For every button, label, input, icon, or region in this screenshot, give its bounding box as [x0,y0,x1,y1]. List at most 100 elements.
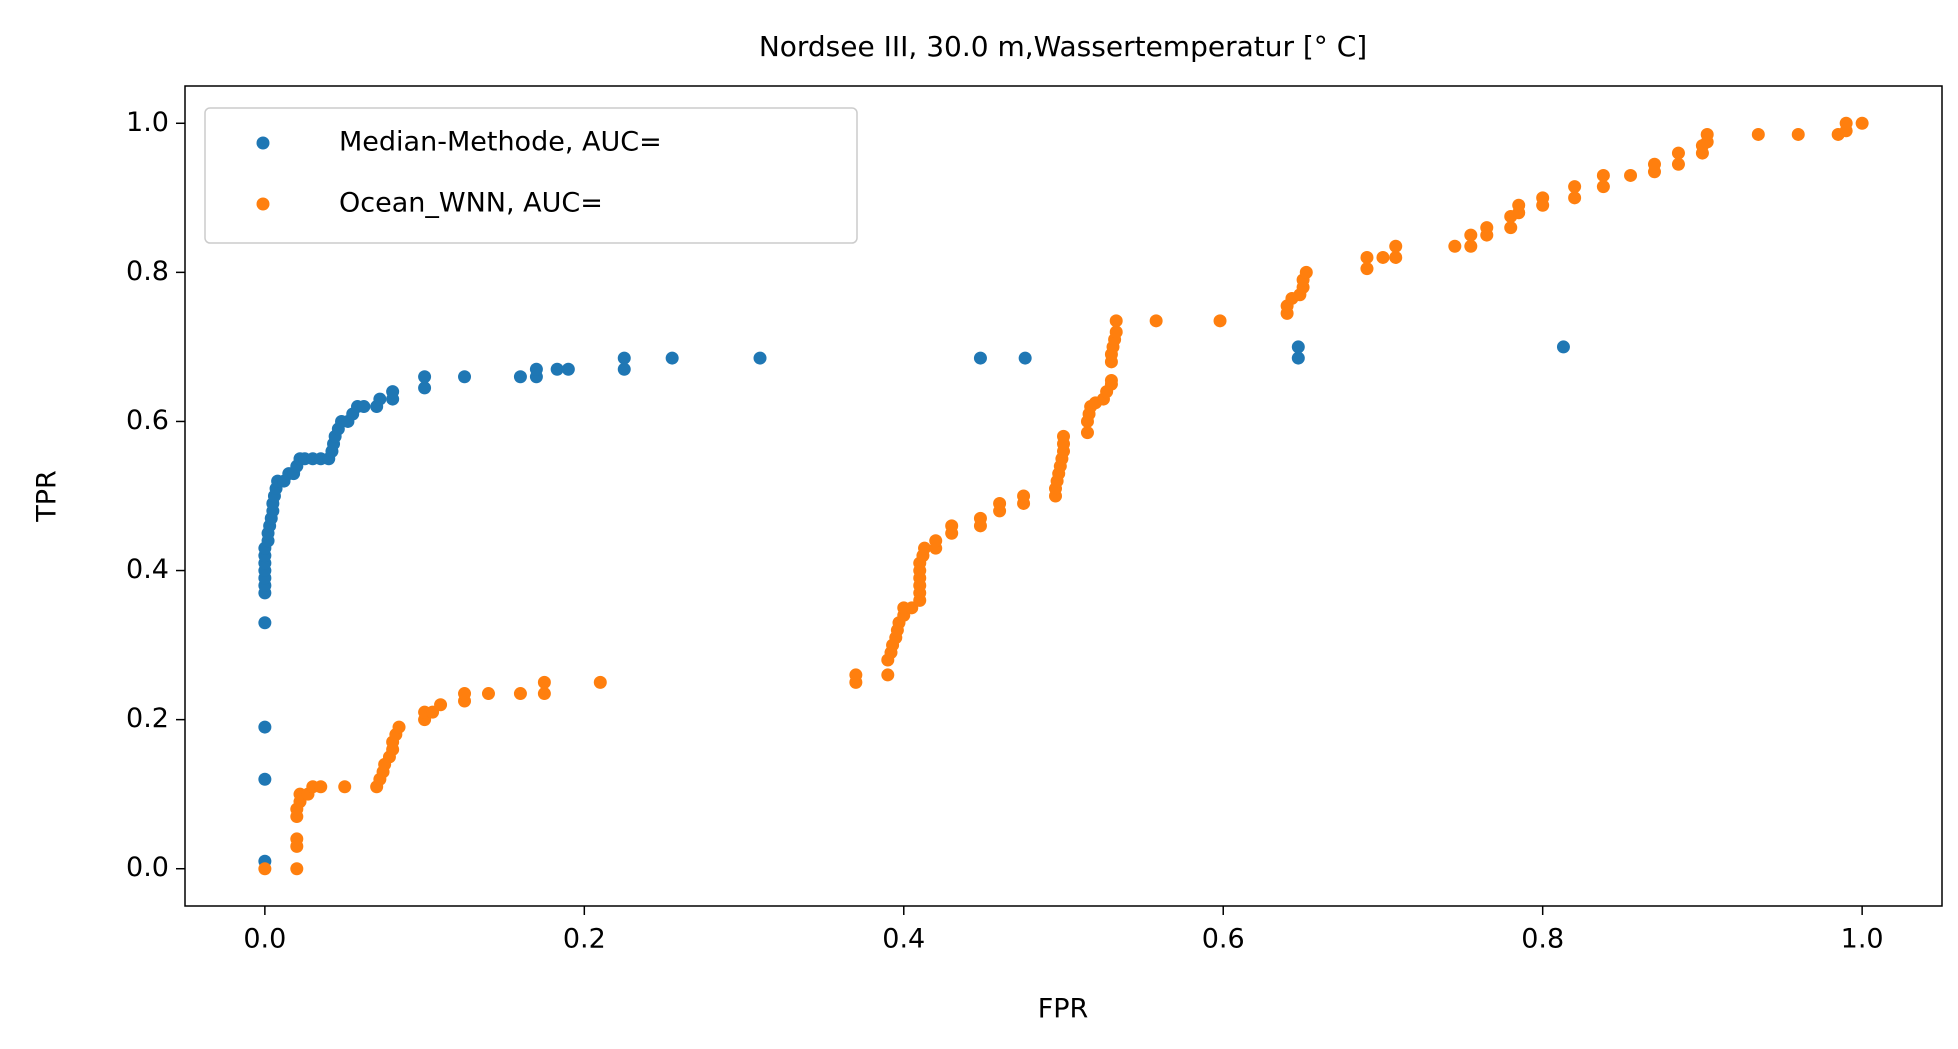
point [1504,221,1518,235]
x-tick-label: 0.8 [1521,924,1564,955]
point [1389,239,1403,253]
point [418,370,432,384]
y-tick-label: 0.0 [126,852,169,883]
point [290,832,304,846]
y-tick-label: 1.0 [126,107,169,138]
point [258,772,272,786]
point [665,351,679,365]
point [392,720,406,734]
y-tick-label: 0.6 [126,405,169,436]
x-tick-label: 0.4 [882,924,925,955]
point [434,698,448,712]
point [258,720,272,734]
point [1291,340,1305,354]
series [258,116,1869,876]
point [537,675,551,689]
point [1109,325,1123,339]
point [537,687,551,701]
x-axis-label: FPR [1038,994,1089,1025]
legend-label: Ocean_WNN, AUC= [339,188,603,219]
x-tick-label: 0.6 [1202,924,1245,955]
point [1018,351,1032,365]
point [1512,198,1526,212]
point [1389,250,1403,264]
legend-marker [256,197,270,211]
x-tick-label: 0.0 [243,924,286,955]
point [1671,157,1685,171]
point [1448,239,1462,253]
point [561,362,575,376]
point [1556,340,1570,354]
y-tick-label: 0.2 [126,703,169,734]
point [314,780,328,794]
point [993,496,1007,510]
point [617,351,631,365]
legend: Median-Methode, AUC= Ocean_WNN, AUC= [204,107,858,244]
point [1855,116,1869,130]
point [1360,262,1374,276]
point [1360,250,1374,264]
point [1624,168,1638,182]
point [513,687,527,701]
point [617,362,631,376]
point [1464,239,1478,253]
point [593,675,607,689]
point [1839,116,1853,130]
point [1017,489,1031,503]
point [929,534,943,548]
point [1376,250,1390,264]
point [373,392,387,406]
point [550,362,564,376]
point [529,362,543,376]
x-tick-label: 0.2 [563,924,606,955]
point [290,862,304,876]
point [1568,191,1582,205]
point [973,511,987,525]
point [881,668,895,682]
point [1568,180,1582,194]
point [1751,127,1765,141]
point [458,687,472,701]
plot-frame [184,85,1943,907]
y-tick-label: 0.4 [126,554,169,585]
point [481,687,495,701]
point [258,862,272,876]
point [1080,426,1094,440]
point [1480,221,1494,235]
point [918,541,932,555]
point [1104,373,1118,387]
y-axis-label: TPR [32,470,63,523]
legend-marker [256,136,270,150]
point [1291,351,1305,365]
point [1109,314,1123,328]
point [513,370,527,384]
point [1791,127,1805,141]
point [753,351,767,365]
y-tick-label: 0.8 [126,256,169,287]
point [1536,191,1550,205]
point [386,385,400,399]
point [849,668,863,682]
x-tick-label: 1.0 [1841,924,1884,955]
point [1647,157,1661,171]
point [1213,314,1227,328]
point [945,519,959,533]
point [1149,314,1163,328]
series [258,340,1570,868]
point [973,351,987,365]
point [1671,146,1685,160]
point [1464,228,1478,242]
point [458,370,472,384]
point [357,400,371,414]
legend-box [204,107,858,244]
point [1596,180,1610,194]
chart-title: Nordsee III, 30.0 m,Wassertemperatur [° … [759,30,1367,63]
point [1700,127,1714,141]
point [1057,429,1070,443]
point [418,381,432,395]
legend-label: Median-Methode, AUC= [339,127,662,158]
point [1299,265,1313,279]
point [338,780,352,794]
point [258,616,272,630]
